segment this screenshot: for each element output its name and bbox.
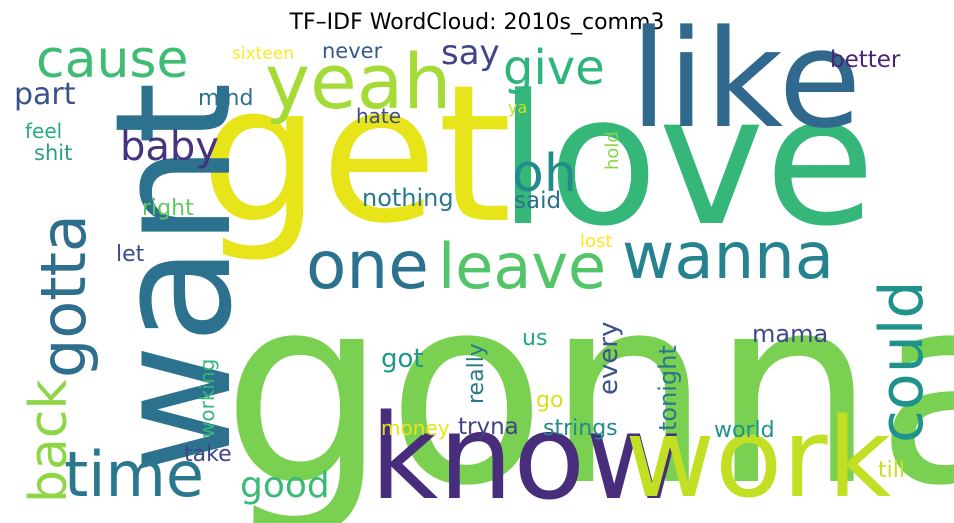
word-part: part (14, 77, 76, 112)
word-tonight: tonight (654, 345, 682, 431)
word-working: working (195, 358, 219, 438)
word-like: like (630, 1, 862, 158)
word-take: take (184, 442, 232, 467)
word-one: one (306, 227, 429, 304)
word-lost: lost (580, 231, 613, 252)
word-feel: feel (25, 119, 63, 143)
word-say: say (441, 33, 500, 73)
word-right: right (142, 196, 194, 221)
word-tryna: tryna (458, 414, 519, 440)
word-baby: baby (120, 124, 219, 170)
word-wanna: wanna (622, 220, 834, 294)
word-time: time (64, 438, 205, 511)
word-get: get (200, 44, 512, 265)
word-world: world (714, 418, 775, 443)
word-hate: hate (356, 104, 402, 128)
word-yeah: yeah (265, 37, 452, 126)
word-sixteen: sixteen (232, 44, 294, 64)
word-know: know (370, 388, 682, 523)
word-never: never (322, 39, 383, 63)
word-gonna: gonna (222, 241, 954, 523)
word-money: money (381, 416, 450, 440)
word-go: go (536, 388, 564, 413)
word-got: got (381, 344, 424, 374)
word-cause: cause (36, 30, 189, 90)
word-mind: mind (198, 86, 254, 111)
word-really: really (464, 343, 489, 404)
word-mama: mama (752, 320, 829, 348)
word-could: could (867, 280, 937, 443)
word-leave: leave (438, 230, 607, 303)
word-hold: hold (602, 131, 623, 170)
word-ya: ya (508, 98, 528, 117)
word-till: till (878, 458, 905, 483)
word-oh: oh (512, 144, 577, 204)
word-strings: strings (543, 416, 618, 441)
word-back: back (19, 379, 79, 503)
word-love: love (498, 57, 876, 266)
word-every: every (594, 321, 624, 395)
word-work: work (625, 394, 892, 522)
page-title: TF–IDF WordCloud: 2010s_comm3 (289, 10, 665, 35)
word-gotta: gotta (27, 214, 100, 378)
word-good: good (240, 465, 330, 506)
word-said: said (514, 188, 562, 214)
word-us: us (522, 326, 548, 351)
word-let: let (116, 242, 145, 267)
word-give: give (503, 40, 605, 96)
word-better: better (830, 47, 901, 73)
word-nothing: nothing (362, 184, 454, 212)
word-shit: shit (34, 141, 73, 165)
